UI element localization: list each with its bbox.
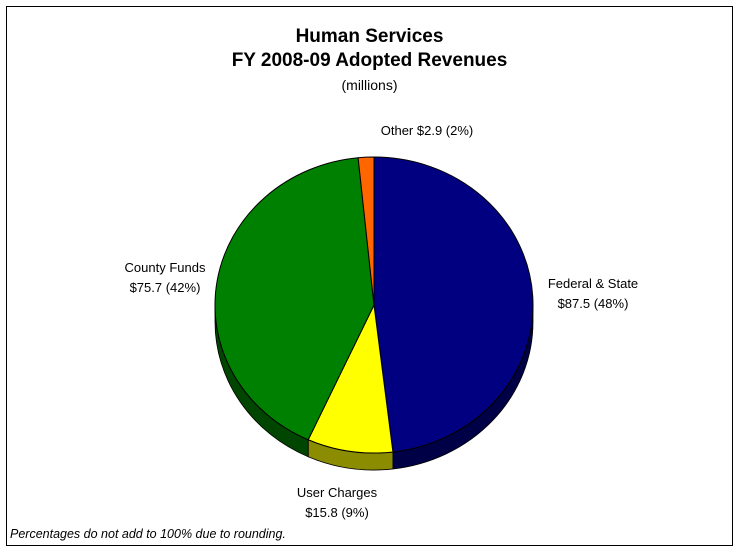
slice-label-line: Other $2.9 (2%) xyxy=(381,123,474,138)
slice-label-other: Other $2.9 (2%) xyxy=(381,123,474,138)
slice-label-line: $87.5 (48%) xyxy=(558,296,629,311)
pie-slice-county-funds xyxy=(214,157,375,441)
slice-label-line: County Funds xyxy=(125,260,206,275)
chart-footnote: Percentages do not add to 100% due to ro… xyxy=(10,527,286,541)
pie-labels: Federal & State $87.5 (48%) User Charges $1… xyxy=(125,123,639,520)
slice-label-federal-and-state: Federal & State $87.5 (48%) xyxy=(548,276,638,311)
chart-subtitle: (millions) xyxy=(341,77,398,93)
chart-title-line-2: FY 2008-09 Adopted Revenues xyxy=(231,50,508,71)
slice-label-line: $75.7 (42%) xyxy=(130,280,201,295)
pie-slices xyxy=(214,156,534,454)
slice-label-line: $15.8 (9%) xyxy=(305,505,369,520)
pie-slice-federal-and-state xyxy=(373,156,534,453)
slice-label-line: Federal & State xyxy=(548,276,638,291)
slice-label-line: User Charges xyxy=(297,485,378,500)
slice-label-user-charges: User Charges $15.8 (9%) xyxy=(297,485,378,520)
pie-slice-other xyxy=(357,156,375,306)
chart-title-line-1: Human Services xyxy=(295,26,444,47)
slice-label-county-funds: County Funds $75.7 (42%) xyxy=(125,260,206,295)
pie-slice-user-charges xyxy=(307,303,394,454)
